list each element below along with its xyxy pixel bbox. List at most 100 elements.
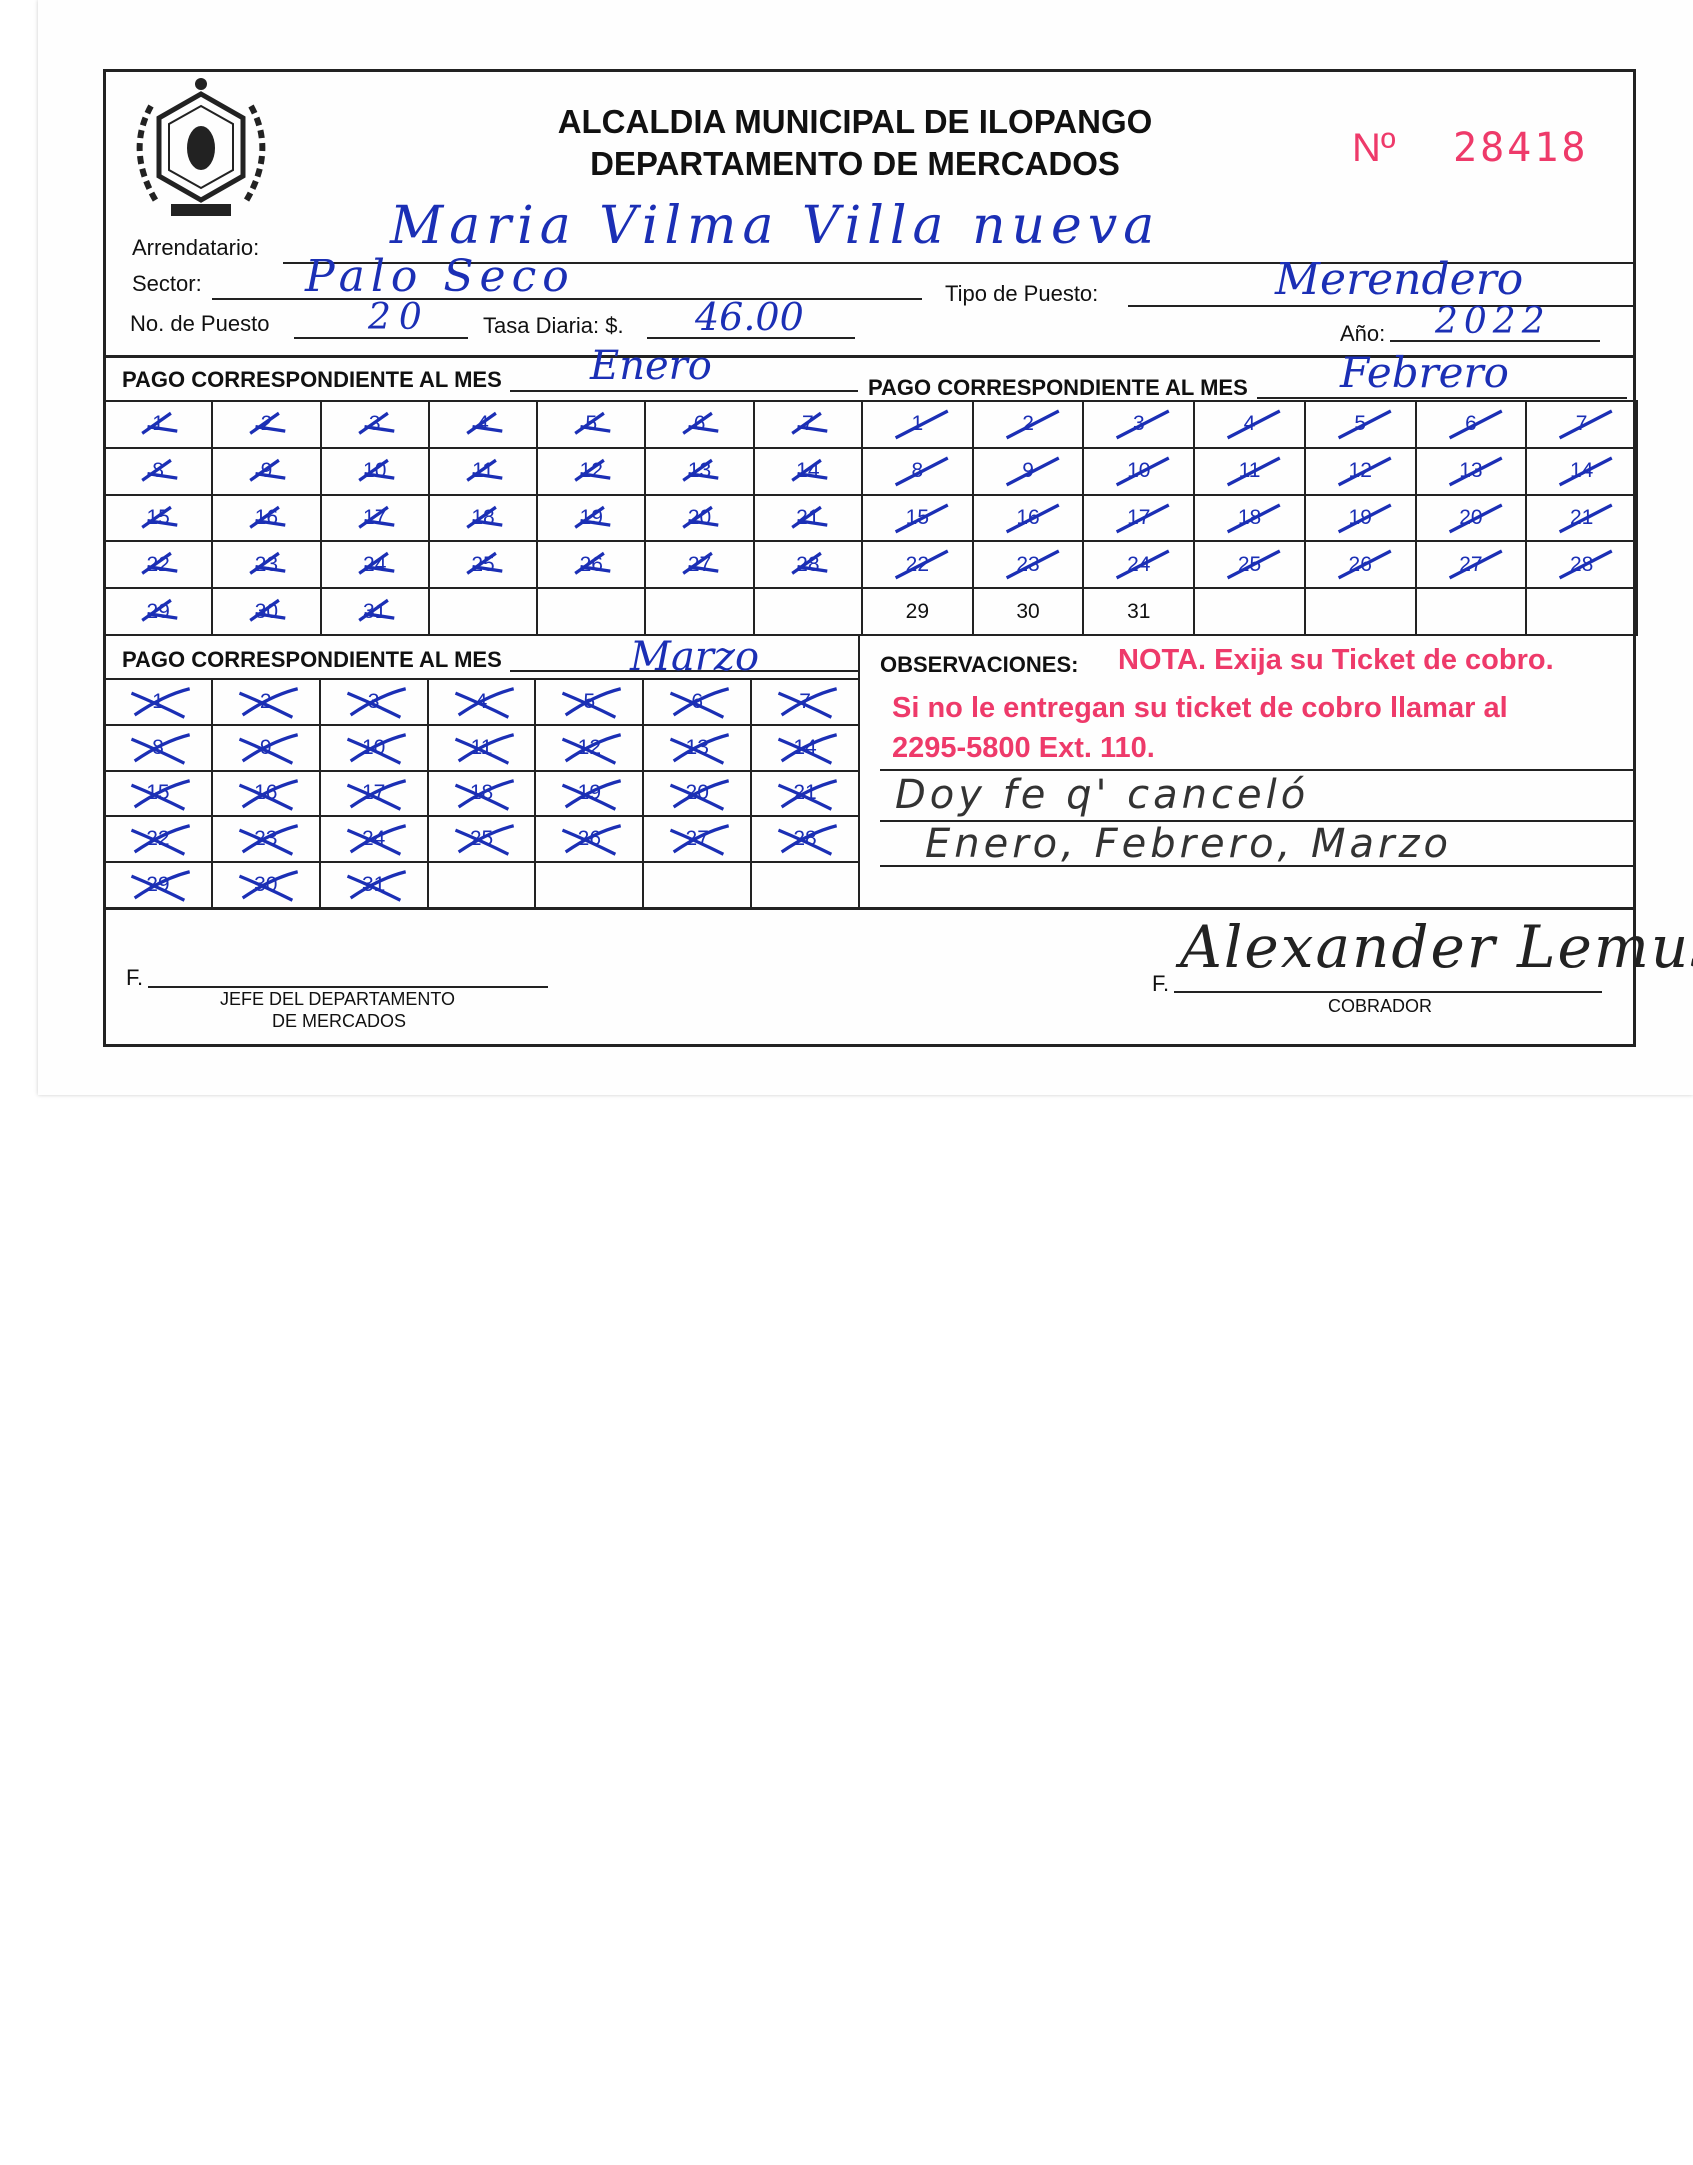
day-cell: 6 [644, 680, 753, 726]
day-number: 1 [152, 412, 164, 436]
day-cell: 17 [1084, 495, 1196, 543]
day-cell: 19 [536, 771, 645, 818]
anio-label: Año: [1340, 321, 1386, 346]
tasa-value: 46.00 [695, 295, 804, 339]
check-mark [346, 687, 406, 719]
day-cell: 18 [428, 771, 537, 818]
check-mark [454, 778, 514, 811]
day-cell: 28 [752, 817, 860, 864]
check-mark [1448, 409, 1503, 440]
check-mark [670, 824, 730, 857]
day-number: 12 [579, 459, 603, 483]
day-cell: 21 [754, 495, 863, 543]
tipo-puesto-label: Tipo de Puesto: [945, 281, 1099, 306]
receipt-card [38, 0, 1693, 1095]
day-cell: 23 [212, 817, 321, 864]
check-mark [346, 778, 406, 811]
day-number: 12 [1348, 459, 1372, 483]
day-cell: 16 [973, 495, 1085, 543]
day-cell: 5 [538, 402, 647, 449]
check-mark [1227, 503, 1281, 533]
day-number: 29 [146, 599, 170, 623]
check-mark [1337, 456, 1392, 487]
day-number: 30 [254, 873, 278, 897]
day-cell: 7 [1527, 402, 1638, 449]
day-number: 11 [470, 735, 493, 759]
check-mark [454, 824, 514, 857]
day-cell: 29 [863, 589, 974, 636]
day-cell: 25 [429, 542, 539, 590]
check-mark [454, 732, 514, 765]
day-cell: 7 [754, 402, 863, 449]
check-mark [1227, 456, 1281, 487]
day-number: 25 [469, 827, 494, 851]
day-number: 1 [911, 412, 924, 436]
day-cell: 26 [536, 817, 645, 864]
day-cell: 9 [973, 448, 1085, 496]
check-mark [894, 456, 949, 487]
check-mark [1559, 456, 1613, 487]
check-mark [778, 824, 838, 857]
municipal-seal-logo [121, 76, 281, 224]
check-mark [562, 732, 622, 765]
check-mark [141, 505, 178, 529]
check-mark [778, 778, 838, 811]
day-number: 23 [1016, 552, 1040, 576]
day-cell: 2 [973, 402, 1085, 449]
day-number: 6 [693, 412, 706, 436]
sector-label: Sector: [132, 271, 202, 296]
check-mark [778, 732, 838, 765]
month-label-1: PAGO CORRESPONDIENTE AL MES [122, 367, 502, 392]
day-number: 11 [1238, 459, 1261, 483]
check-mark [130, 778, 191, 811]
day-cell: 30 [212, 863, 321, 909]
empty-cell [1416, 589, 1528, 636]
check-mark [682, 552, 719, 576]
day-number: 10 [361, 735, 386, 759]
check-mark [1227, 409, 1281, 440]
day-cell: 27 [1416, 542, 1528, 590]
check-mark [1559, 409, 1613, 440]
day-number: 20 [685, 781, 709, 805]
check-mark [346, 824, 406, 857]
day-cell: 21 [752, 771, 860, 818]
check-mark [562, 778, 622, 811]
day-number: 21 [1569, 505, 1594, 529]
month-value-2: Febrero [1340, 348, 1509, 397]
empty-cell [752, 863, 860, 909]
check-mark [466, 552, 503, 576]
check-mark [791, 505, 828, 529]
day-cell: 11 [429, 448, 539, 496]
check-mark [346, 870, 406, 902]
day-cell: 15 [105, 495, 214, 543]
day-cell: 1 [863, 402, 974, 449]
day-cell: 3 [321, 402, 430, 449]
empty-cell [1305, 589, 1417, 636]
day-number: 17 [363, 505, 387, 529]
title-department: DEPARTAMENTO DE MERCADOS [590, 145, 1120, 182]
check-mark [791, 458, 828, 482]
tipo-puesto-value: Merendero [1275, 254, 1524, 305]
day-number: 31 [363, 599, 387, 623]
check-mark [466, 505, 503, 529]
day-cell: 20 [1416, 495, 1528, 543]
empty-cell [536, 863, 645, 909]
day-number: 26 [577, 827, 602, 851]
receipt-number: 28418 [1453, 125, 1589, 171]
check-mark [1005, 456, 1060, 487]
day-number: 23 [254, 827, 278, 851]
puesto-value: 20 [368, 297, 430, 338]
day-number: 31 [1127, 599, 1151, 623]
day-cell: 2 [212, 680, 321, 726]
day-cell: 26 [1305, 542, 1417, 590]
day-cell: 31 [320, 863, 429, 909]
check-mark [141, 411, 178, 435]
day-number: 18 [469, 781, 494, 805]
day-number: 10 [363, 459, 387, 483]
day-cell: 9 [212, 725, 321, 772]
day-number: 22 [146, 552, 170, 576]
day-cell: 17 [320, 771, 429, 818]
day-number: 14 [1569, 459, 1594, 483]
day-cell: 22 [105, 817, 213, 864]
day-cell: 29 [105, 863, 213, 909]
